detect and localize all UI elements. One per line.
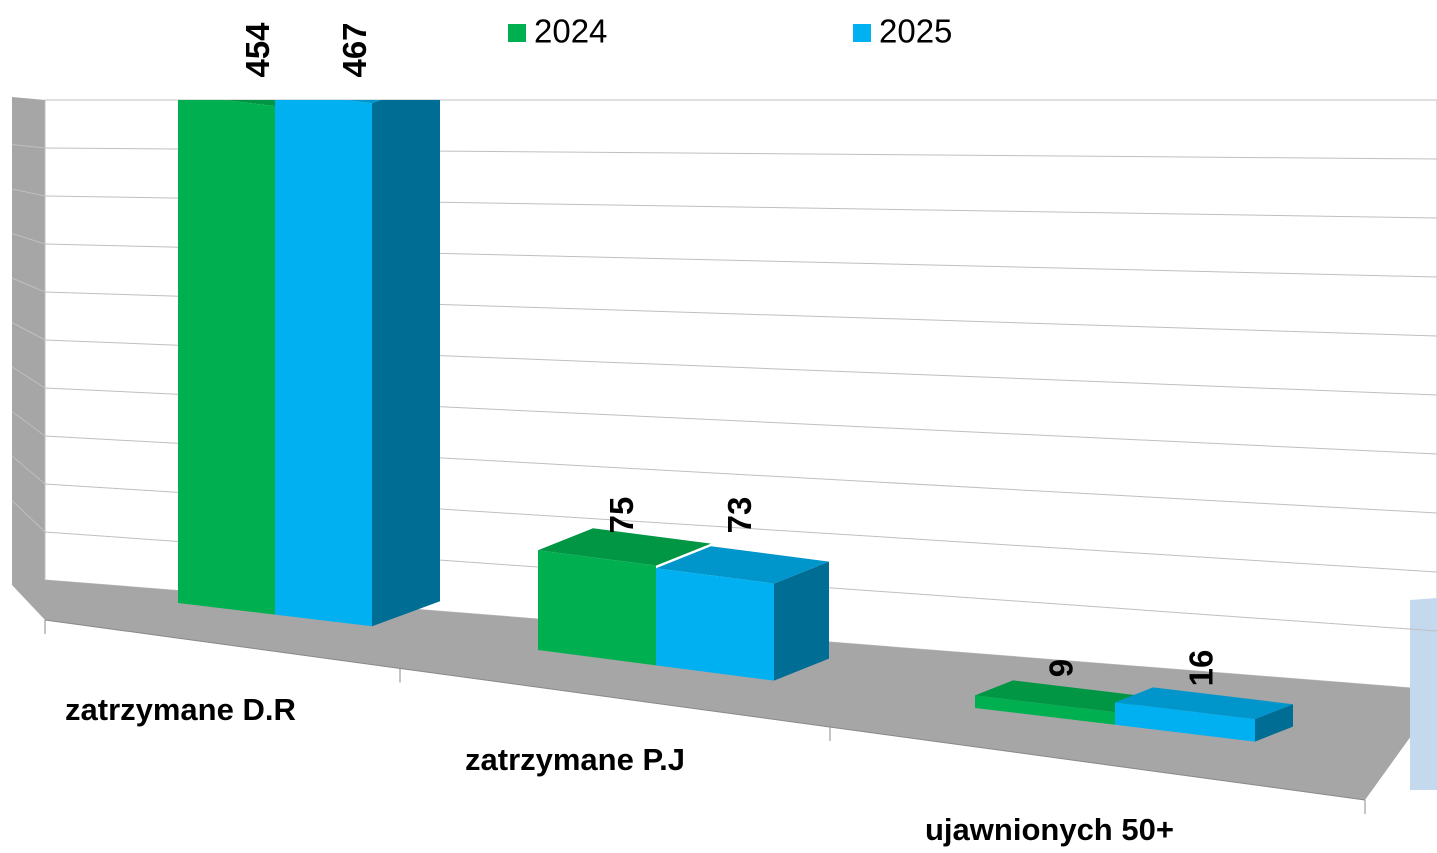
data-label: 73 (721, 497, 758, 534)
bar-front (538, 550, 656, 666)
bar (538, 528, 711, 666)
grid-line (11, 322, 46, 341)
legend-label: 2024 (534, 13, 607, 50)
bar-top (975, 680, 1153, 713)
grid-line (11, 500, 46, 533)
bar-front (1115, 702, 1255, 742)
bar-side (1255, 704, 1293, 742)
legend-swatch (853, 24, 871, 42)
data-label: 454 (239, 22, 276, 78)
bar-top (345, 100, 381, 104)
bar (275, 100, 440, 627)
data-label: 16 (1183, 650, 1220, 687)
bar-side (372, 100, 440, 627)
grid-line (11, 277, 46, 293)
bar-side (774, 561, 829, 681)
bar (656, 546, 829, 681)
legend-label: 2025 (879, 13, 952, 50)
bar-front (275, 100, 372, 627)
data-label: 467 (336, 22, 373, 77)
data-label: 75 (603, 497, 640, 534)
side-wall (12, 97, 45, 620)
bar-top (656, 546, 829, 584)
legend-swatch (508, 24, 526, 42)
x-tick-label: zatrzymane D.R (65, 692, 296, 727)
x-tick-label: ujawnionych 50+ (925, 812, 1174, 847)
grid-line (11, 455, 46, 485)
bar (975, 680, 1153, 725)
bar (178, 100, 292, 615)
bar-front (656, 568, 774, 681)
bar-top (538, 528, 711, 566)
bar-top (223, 100, 292, 107)
bar-front (975, 695, 1115, 725)
bar (1115, 687, 1293, 742)
x-axis (44, 619, 1366, 801)
data-label: 9 (1043, 659, 1080, 677)
floor (45, 580, 1437, 800)
bar-top (1115, 687, 1293, 720)
grid-line (11, 366, 46, 389)
grid-line (11, 411, 46, 437)
grid-line (11, 188, 46, 197)
x-tick-label: zatrzymane P.J (465, 742, 685, 777)
grid-line (11, 233, 46, 245)
decoration (1410, 598, 1437, 790)
grid-line (11, 144, 46, 149)
bar-front (178, 100, 275, 615)
